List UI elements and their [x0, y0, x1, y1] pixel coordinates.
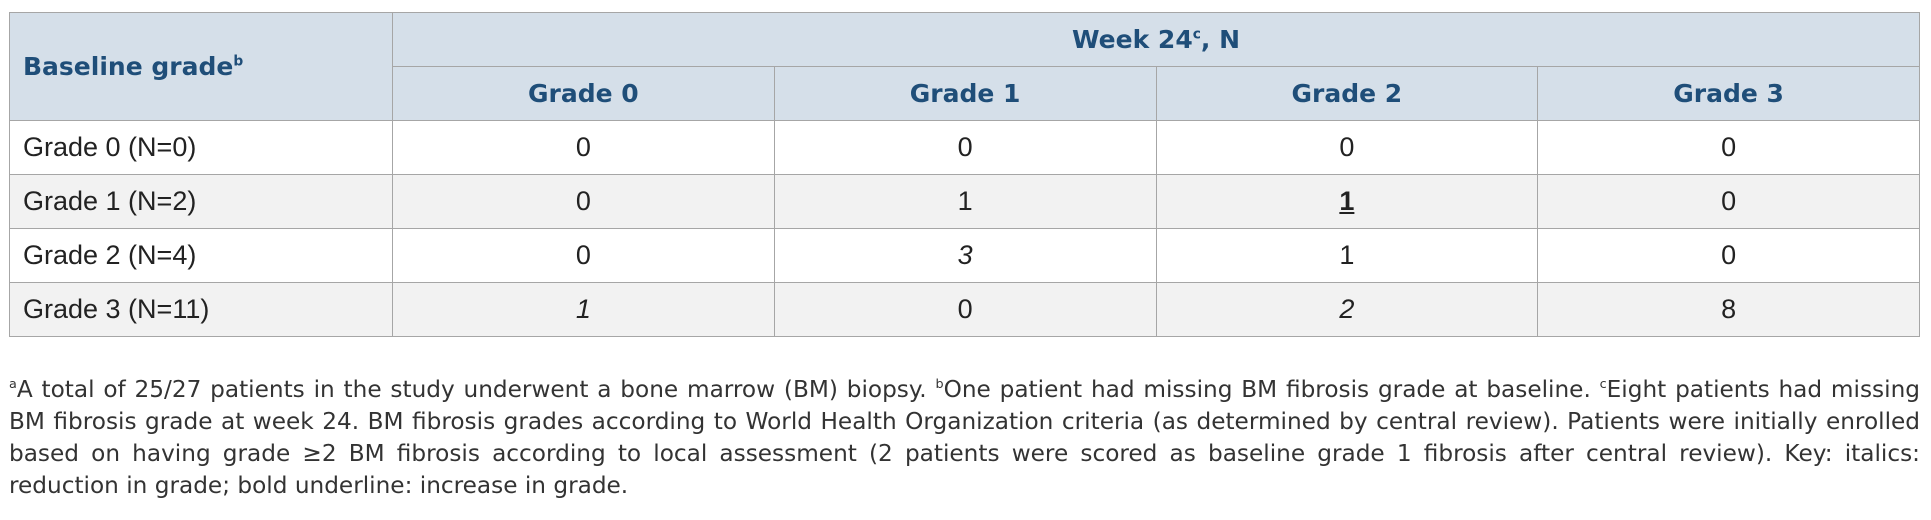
cell: 8	[1537, 282, 1920, 337]
footnote-mark: a	[9, 377, 17, 393]
cell-value: 0	[575, 132, 591, 162]
cell-value: 1	[1339, 240, 1355, 270]
footnote-text: A total of 25/27 patients in the study u…	[16, 376, 936, 403]
cell-value: 2	[1339, 294, 1355, 324]
cell: 1	[773, 174, 1157, 229]
cell-value: 3	[957, 240, 973, 270]
superscript: c	[1192, 26, 1201, 43]
cell: 0	[392, 120, 775, 175]
column-header: Grade 2	[1155, 66, 1539, 121]
header-text: Baseline grade	[23, 52, 234, 81]
header-row: Baseline gradeb Week 24c, N	[9, 12, 1920, 121]
cell-value: 8	[1721, 294, 1737, 324]
footnote-text: One patient had missing BM fibrosis grad…	[943, 376, 1600, 403]
table-container: Baseline gradeb Week 24c, N Grade 0 Grade…	[9, 12, 1920, 337]
footnote-mark: b	[935, 377, 944, 393]
cell-value: 1	[957, 186, 973, 216]
group-header: Week 24c, N	[392, 12, 1920, 67]
cell-value: 0	[1721, 132, 1737, 162]
column-header: Grade 3	[1537, 66, 1920, 121]
cell: 0	[773, 282, 1157, 337]
header-text: Week 24	[1072, 25, 1193, 54]
row-label: Grade 0 (N=0)	[9, 120, 393, 175]
cell: 1	[392, 282, 775, 337]
row-label-header: Baseline gradeb	[9, 12, 393, 121]
table-row: Grade 0 (N=0) 0 0 0 0	[9, 120, 1920, 175]
cell-value: 0	[575, 240, 591, 270]
column-header: Grade 0	[392, 66, 775, 121]
cell-value: 1	[1339, 186, 1355, 216]
row-label: Grade 1 (N=2)	[9, 174, 393, 229]
cell: 0	[1537, 228, 1920, 283]
cell-value: 0	[957, 132, 973, 162]
table-body: Grade 0 (N=0) 0 0 0 0 Grade 1 (N=2) 0 1 1 0 Grade …	[9, 120, 1920, 337]
header-row: Grade 0 Grade 1 Grade 2 Grade 3	[10, 66, 1920, 121]
column-header: Grade 1	[773, 66, 1157, 121]
row-label: Grade 3 (N=11)	[9, 282, 393, 337]
row-label: Grade 2 (N=4)	[9, 228, 393, 283]
table-row: Grade 2 (N=4) 0 3 1 0	[9, 228, 1920, 283]
cell: 0	[392, 228, 775, 283]
header-text: , N	[1200, 25, 1240, 54]
cell: 2	[1155, 282, 1539, 337]
cell-value: 0	[575, 186, 591, 216]
cell: 0	[392, 174, 775, 229]
superscript: b	[233, 53, 244, 70]
cell: 1	[1155, 174, 1539, 229]
cell-value: 0	[1339, 132, 1355, 162]
cell: 0	[1155, 120, 1539, 175]
fibrosis-table: Baseline gradeb Week 24c, N Grade 0 Grade…	[9, 12, 1920, 337]
table-row: Grade 1 (N=2) 0 1 1 0	[9, 174, 1920, 229]
cell-value: 0	[1721, 186, 1737, 216]
cell-value: 0	[1721, 240, 1737, 270]
cell: 1	[1155, 228, 1539, 283]
table-row: Grade 3 (N=11) 1 0 2 8	[9, 282, 1920, 337]
cell-value: 1	[575, 294, 591, 324]
cell-value: 0	[957, 294, 973, 324]
footnote-mark: c	[1599, 377, 1607, 393]
cell: 0	[1537, 120, 1920, 175]
cell: 3	[773, 228, 1157, 283]
footnote: aA total of 25/27 patients in the study …	[9, 374, 1920, 502]
cell: 0	[773, 120, 1157, 175]
cell: 0	[1537, 174, 1920, 229]
footnote-text: Eight patients had missing BM fibrosis g…	[9, 376, 1920, 499]
